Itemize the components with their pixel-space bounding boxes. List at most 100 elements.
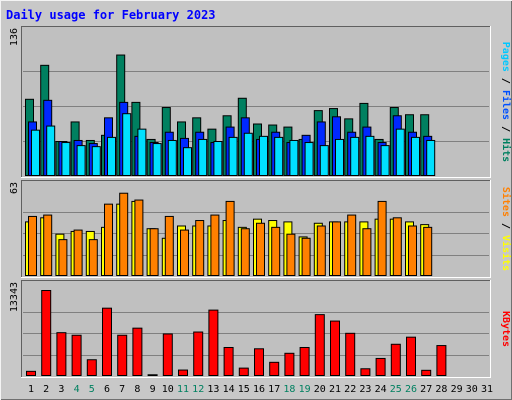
bar-pages-day-23 — [365, 135, 375, 176]
x-tick-label-day-11: 11 — [177, 384, 189, 395]
x-tick-label-day-8: 8 — [134, 384, 140, 395]
bar-kbytes-day-10 — [162, 333, 173, 377]
bar-pages-day-10 — [167, 139, 177, 176]
bar-kbytes-day-2 — [41, 290, 52, 376]
bar-sites-day-20 — [316, 225, 326, 277]
bar-sites-day-14 — [225, 200, 235, 277]
bar-pages-day-25 — [395, 128, 405, 177]
bar-kbytes-day-5 — [86, 359, 97, 377]
bar-sites-day-16 — [256, 222, 265, 276]
bar-kbytes-day-22 — [345, 332, 356, 377]
bar-kbytes-day-15 — [238, 367, 249, 376]
x-tick-label-day-21: 21 — [329, 384, 341, 395]
bar-pages-day-22 — [350, 136, 360, 176]
bar-pages-day-16 — [259, 135, 268, 176]
x-tick-label-day-30: 30 — [466, 384, 478, 395]
x-tick-label-day-6: 6 — [104, 384, 110, 395]
series-label-segment: / — [500, 217, 511, 235]
x-tick-label-day-17: 17 — [268, 384, 280, 395]
x-tick-label-day-9: 9 — [150, 384, 156, 395]
bar-sites-day-4 — [73, 229, 83, 276]
x-tick-label-day-29: 29 — [451, 384, 463, 395]
bar-kbytes-day-8 — [132, 327, 143, 376]
x-tick-label-day-12: 12 — [192, 384, 204, 395]
bar-sites-day-26 — [408, 225, 417, 277]
bar-kbytes-day-16 — [254, 348, 264, 377]
bar-pages-day-7 — [122, 113, 132, 176]
bar-pages-day-18 — [289, 139, 299, 176]
series-label-segment: Files — [500, 90, 512, 120]
bar-sites-day-11 — [180, 229, 189, 276]
x-tick-label-day-27: 27 — [420, 384, 432, 395]
bar-kbytes-day-19 — [299, 346, 310, 377]
bar-kbytes-day-6 — [102, 307, 112, 376]
bar-pages-day-13 — [213, 141, 223, 176]
chart-title: Daily usage for February 2023 — [6, 8, 216, 22]
x-tick-label-day-24: 24 — [375, 384, 387, 395]
x-tick-label-day-23: 23 — [359, 384, 371, 395]
bar-sites-day-5 — [88, 239, 98, 276]
bar-kbytes-day-7 — [117, 334, 128, 377]
bar-kbytes-day-1 — [26, 370, 36, 377]
x-tick-label-day-19: 19 — [299, 384, 311, 395]
bar-sites-day-18 — [286, 233, 296, 276]
bar-pages-day-3 — [61, 142, 71, 177]
bar-kbytes-day-28 — [436, 345, 447, 377]
series-label-segment: KBytes — [500, 311, 511, 347]
x-tick-label-day-13: 13 — [207, 384, 219, 395]
bar-kbytes-day-13 — [208, 309, 219, 376]
bar-sites-day-17 — [271, 226, 281, 277]
series-label-segment: Visits — [500, 235, 512, 271]
x-tick-label-day-22: 22 — [344, 384, 356, 395]
series-label-segment: Hits — [500, 138, 512, 162]
bar-sites-day-15 — [240, 228, 250, 277]
bar-kbytes-day-9 — [147, 374, 158, 377]
bar-sites-day-2 — [43, 214, 53, 276]
panel-visits-sites-series-label: Sites / Visits — [500, 187, 512, 271]
bar-sites-day-9 — [149, 228, 159, 277]
bar-kbytes-day-17 — [269, 361, 280, 377]
panel-visits-sites-ymax-label: 63 — [9, 182, 20, 194]
x-tick-label-day-4: 4 — [74, 384, 80, 395]
bar-sites-day-10 — [164, 215, 174, 276]
bar-pages-day-21 — [335, 138, 344, 176]
panel-kbytes-series-label: KBytes — [500, 311, 511, 347]
bar-pages-day-26 — [411, 136, 420, 176]
panel-kbytes-ymax-label: 13343 — [9, 282, 20, 312]
bar-sites-day-13 — [210, 214, 220, 276]
series-label-segment: / — [500, 72, 511, 90]
bar-sites-day-21 — [332, 221, 341, 276]
bar-kbytes-day-11 — [178, 369, 188, 377]
x-tick-label-day-10: 10 — [162, 384, 174, 395]
bar-sites-day-6 — [104, 203, 113, 276]
bar-pages-day-4 — [76, 145, 86, 176]
bar-pages-day-27 — [426, 139, 436, 176]
x-tick-label-day-25: 25 — [390, 384, 402, 395]
bar-pages-day-20 — [319, 145, 329, 176]
bar-kbytes-day-12 — [193, 331, 204, 377]
x-tick-label-day-16: 16 — [253, 384, 265, 395]
bar-pages-day-15 — [243, 132, 253, 177]
bar-pages-day-24 — [380, 145, 390, 176]
series-label-segment: Pages — [500, 42, 511, 72]
bar-sites-day-1 — [28, 215, 37, 276]
bar-kbytes-day-27 — [421, 369, 432, 377]
panel-pages-files-hits-ymax-label: 136 — [9, 28, 20, 46]
bar-sites-day-8 — [134, 199, 144, 276]
bar-kbytes-day-20 — [314, 314, 325, 376]
x-tick-label-day-2: 2 — [43, 384, 49, 395]
bar-sites-day-3 — [58, 239, 68, 276]
bar-kbytes-day-26 — [406, 336, 416, 376]
x-tick-label-day-3: 3 — [58, 384, 64, 395]
bar-kbytes-day-3 — [56, 332, 67, 377]
x-tick-label-day-7: 7 — [119, 384, 125, 395]
bar-kbytes-day-18 — [284, 352, 295, 376]
series-label-segment: Sites — [500, 187, 512, 217]
panel-pages-files-hits-series-label: Pages / Files / Hits — [500, 42, 512, 162]
bar-pages-day-9 — [152, 143, 162, 176]
bar-kbytes-day-23 — [360, 368, 371, 376]
bar-pages-day-6 — [107, 136, 116, 176]
x-tick-label-day-15: 15 — [238, 384, 250, 395]
x-tick-label-day-1: 1 — [28, 384, 34, 395]
